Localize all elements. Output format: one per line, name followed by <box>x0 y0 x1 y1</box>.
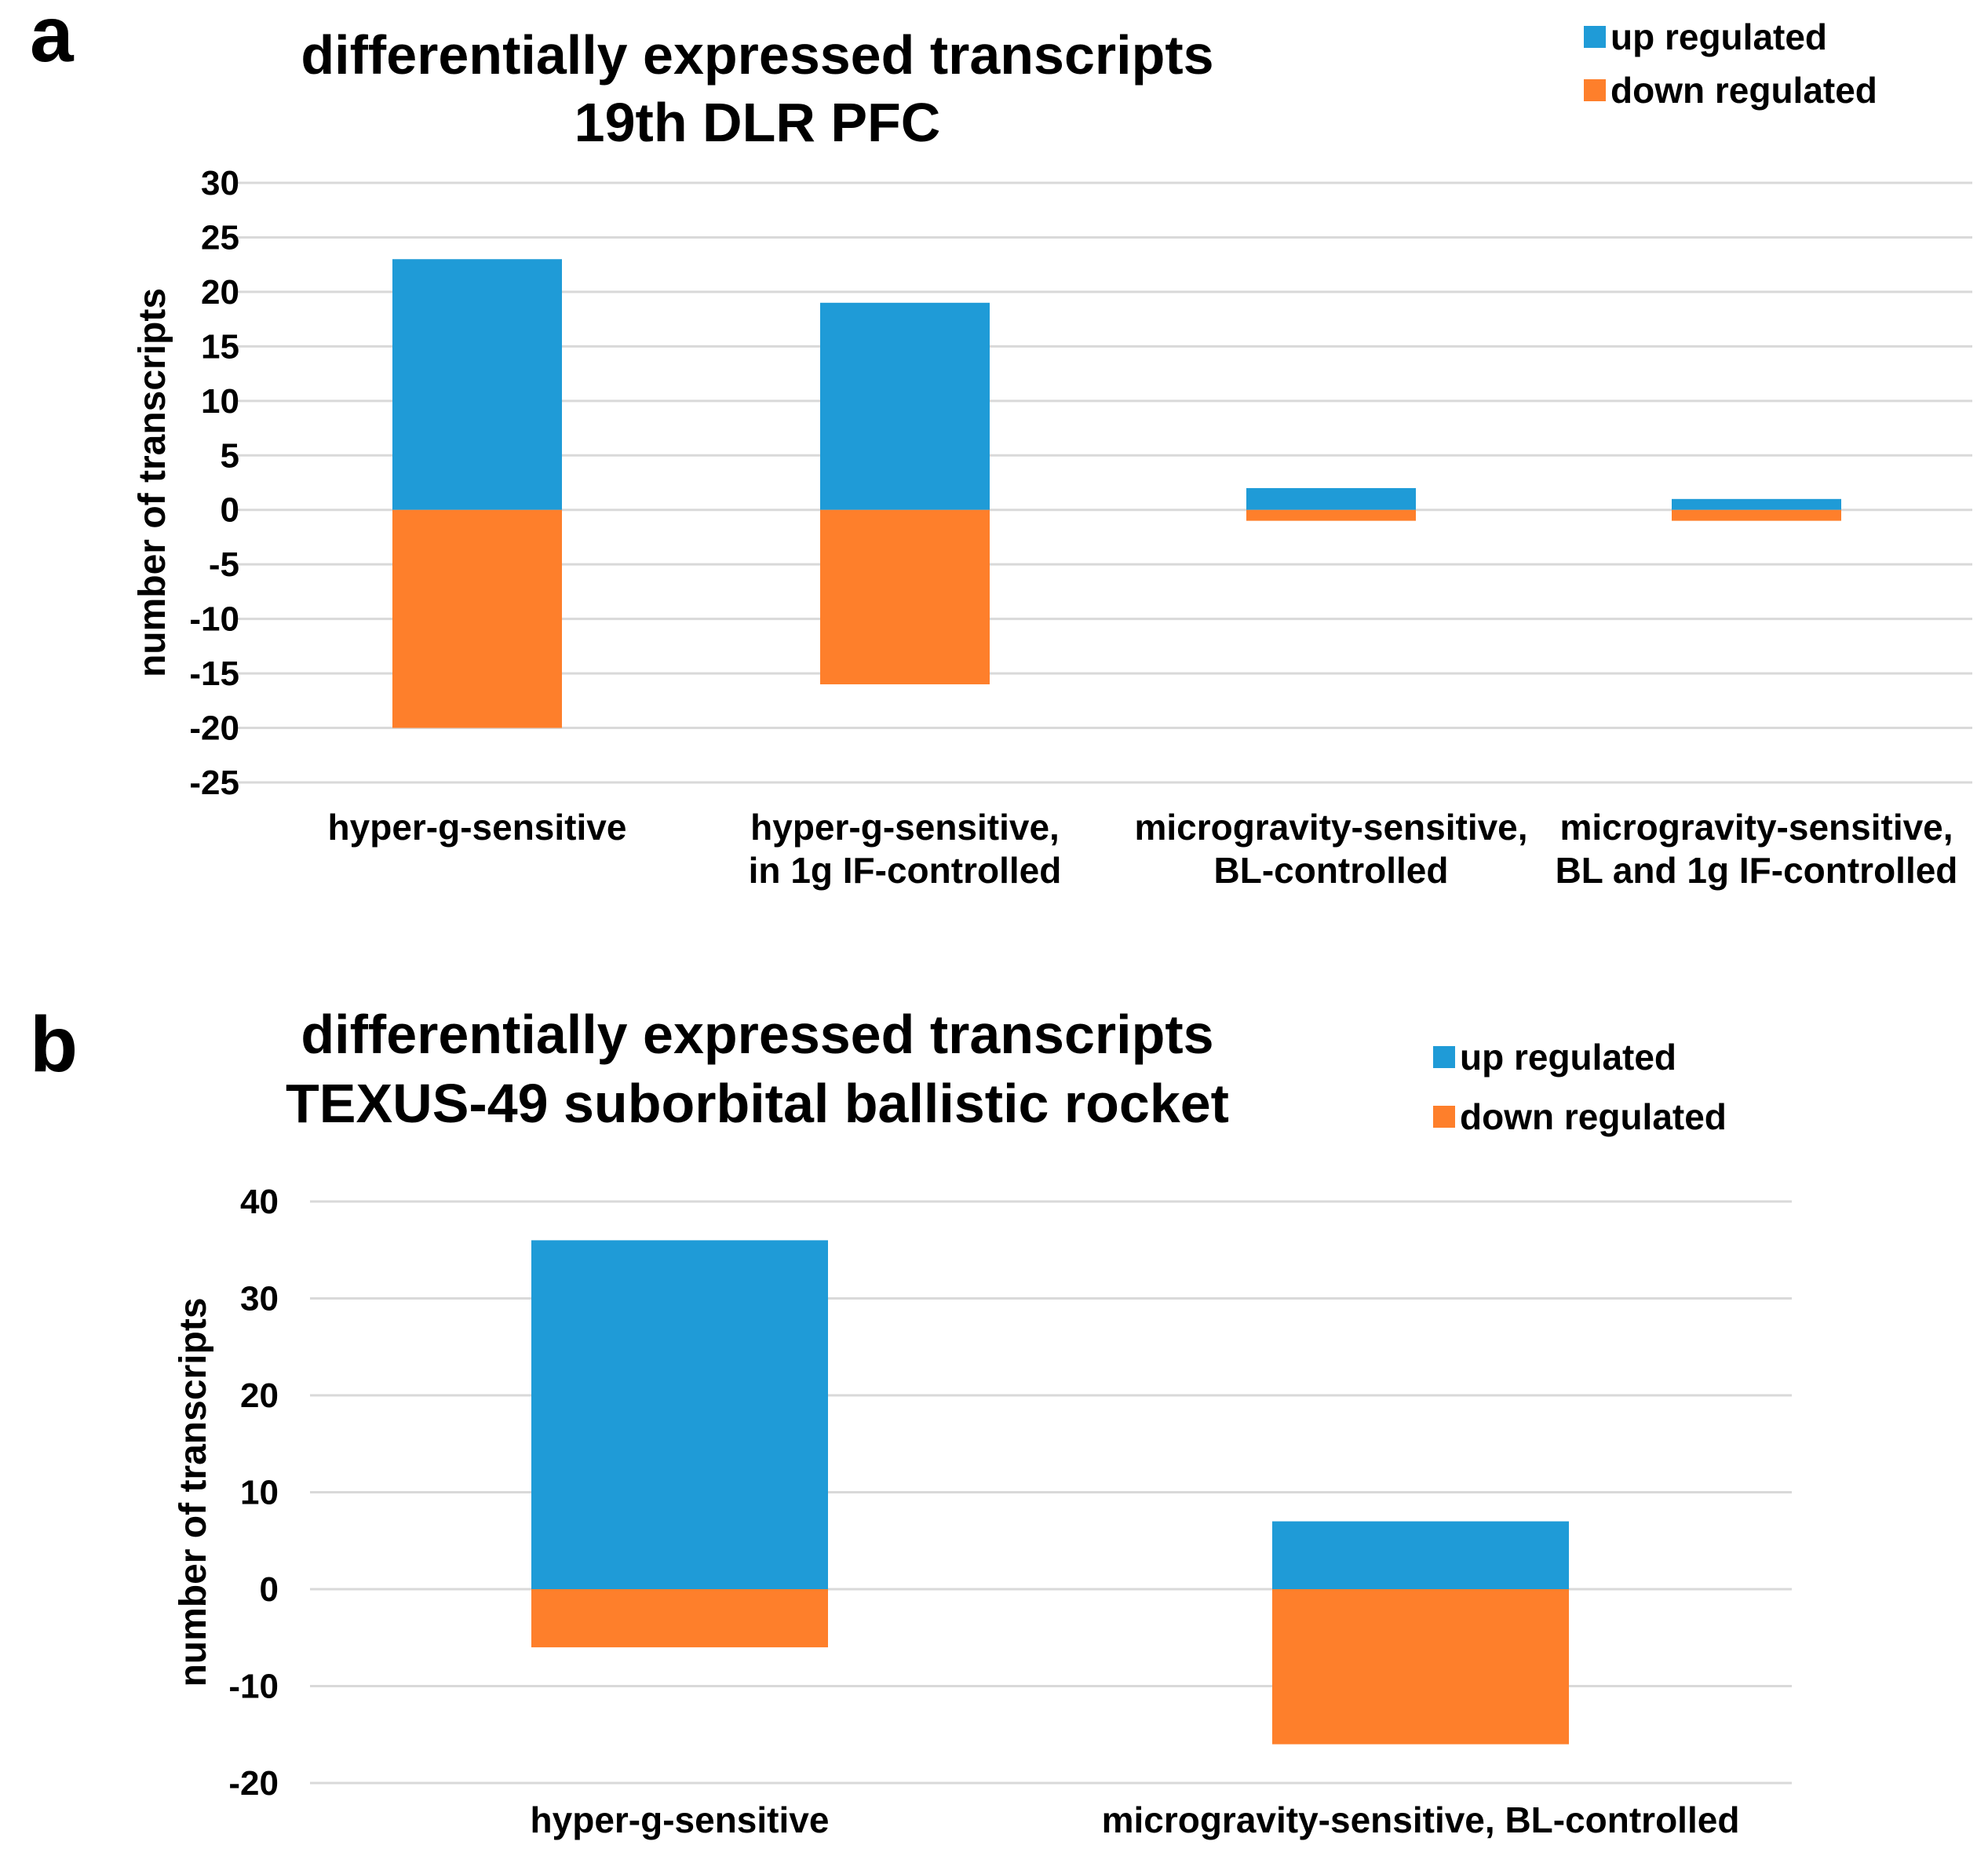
bar-up-regulated <box>531 1240 828 1589</box>
bar-down-regulated <box>1272 1589 1569 1745</box>
y-tick-label: 10 <box>201 382 239 421</box>
y-tick-label: 5 <box>221 436 239 475</box>
legend-label-up: up regulated <box>1460 1037 1676 1078</box>
x-category-label: microgravity-sensitive, BL-controlled <box>1102 1799 1740 1840</box>
legend-swatch-up <box>1584 26 1606 48</box>
y-axis-label: number of transcripts <box>173 1297 214 1686</box>
y-tick-label: 30 <box>240 1280 279 1318</box>
y-tick-label: -10 <box>228 1668 279 1706</box>
x-category-label: in 1g IF-controlled <box>749 850 1062 891</box>
chart-title-line: TEXUS-49 suborbital ballistic rocket <box>286 1073 1229 1134</box>
bar-down-regulated <box>820 509 990 684</box>
y-tick-label: 15 <box>201 327 239 366</box>
y-tick-label: -25 <box>189 764 239 802</box>
x-category-label: BL-controlled <box>1214 850 1449 891</box>
y-tick-label: -20 <box>228 1764 279 1803</box>
y-tick-label: 40 <box>240 1183 279 1221</box>
legend-swatch-down <box>1584 79 1606 101</box>
panel-label: a <box>30 0 75 78</box>
y-tick-label: 0 <box>260 1570 279 1609</box>
chart-title-line: 19th DLR PFC <box>575 92 941 153</box>
bar-up-regulated <box>1246 487 1416 510</box>
legend-swatch-up <box>1433 1046 1455 1068</box>
x-category-label: microgravity-sensitive, <box>1559 807 1953 848</box>
chart-panel-b: b differentially expressed transcripts TEX… <box>30 1001 1792 1840</box>
panel-label: b <box>30 1001 78 1088</box>
x-category-label: hyper-g-sensitive, <box>750 807 1060 848</box>
x-category-label: hyper-g-sensitive <box>328 807 627 848</box>
y-tick-label: -20 <box>189 709 239 748</box>
y-tick-label: 0 <box>221 491 239 530</box>
legend-swatch-down <box>1433 1106 1455 1128</box>
y-tick-label: 20 <box>240 1377 279 1415</box>
y-tick-label: 10 <box>240 1474 279 1512</box>
bar-up-regulated <box>1272 1521 1569 1589</box>
chart-title-line: differentially expressed transcripts <box>301 24 1213 86</box>
legend-label-up: up regulated <box>1610 16 1827 57</box>
y-tick-label: 25 <box>201 218 239 257</box>
bar-down-regulated <box>1246 509 1416 521</box>
bar-down-regulated <box>1672 509 1841 521</box>
x-category-label: hyper-g-sensitive <box>531 1799 830 1840</box>
y-tick-label: -5 <box>209 545 239 584</box>
bar-down-regulated <box>392 509 562 728</box>
bar-up-regulated <box>1672 498 1841 510</box>
chart-panel-a: a differentially expressed transcripts19t… <box>30 0 1972 891</box>
bar-down-regulated <box>531 1589 828 1648</box>
x-category-label: microgravity-sensitive, <box>1134 807 1527 848</box>
y-axis-label: number of transcripts <box>132 288 173 677</box>
y-tick-label: 30 <box>201 164 239 202</box>
y-tick-label: -15 <box>189 655 239 693</box>
y-tick-label: 20 <box>201 273 239 312</box>
legend-label-down: down regulated <box>1610 70 1877 111</box>
bar-up-regulated <box>820 302 990 510</box>
x-category-label: BL and 1g IF-controlled <box>1556 850 1958 891</box>
legend-label-down: down regulated <box>1460 1096 1727 1137</box>
y-tick-label: -10 <box>189 600 239 639</box>
chart-title-line: differentially expressed transcripts <box>301 1004 1213 1065</box>
bar-up-regulated <box>392 259 562 510</box>
